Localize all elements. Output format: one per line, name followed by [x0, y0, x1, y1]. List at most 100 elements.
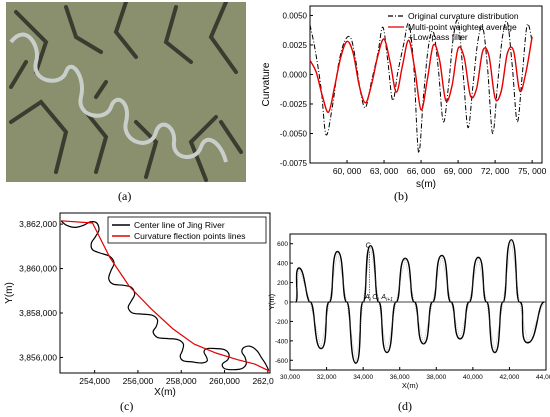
y-tick-label: 0.0050: [283, 11, 308, 20]
y-tick-label: 0: [284, 300, 288, 307]
ridge-line: [188, 115, 218, 182]
x-axis-label: X(m): [154, 387, 176, 397]
x-tick-label: 75, 000: [518, 166, 547, 176]
x-tick-label: 30,000: [280, 374, 300, 381]
construction-line: [295, 267, 300, 303]
annotation-label: Ai+1: [380, 294, 393, 303]
satellite-image-panel: [6, 0, 246, 182]
construction-line: [502, 239, 512, 303]
y-tick-label: 3,858,000: [19, 308, 57, 318]
construction-line: [337, 251, 347, 303]
y-tick-label: -200: [275, 319, 288, 326]
ridge-line: [84, 110, 109, 174]
construction-line: [486, 301, 495, 353]
y-tick-label: -0.0050: [280, 129, 308, 138]
plot-frame: [59, 212, 271, 374]
x-axis-label: X(m): [402, 381, 419, 390]
construction-line: [511, 239, 520, 303]
annotation-label: Oi: [372, 294, 379, 303]
x-tick-label: 38,000: [426, 374, 446, 381]
legend-box: [107, 216, 267, 244]
y-tick-label: 3,856,000: [19, 352, 57, 362]
x-tick-label: 254,000: [79, 376, 110, 386]
y-tick-label: 200: [277, 280, 288, 287]
y-tick-label: -600: [275, 358, 288, 365]
construction-line: [469, 257, 479, 303]
chart-jing-river-centerline: 3,856,000 3,858,000 3,860,000 3,862,000 254,…: [4, 212, 274, 397]
legend: Original curvature distributionMulti-poi…: [388, 11, 519, 42]
series-filtered-curvature-line: [309, 36, 533, 113]
ridge-line: [219, 120, 243, 154]
y-tick-label: 3,860,000: [19, 264, 57, 274]
y-tick-label: 400: [277, 261, 288, 268]
y-tick-label: 3,862,000: [19, 219, 57, 229]
legend-label-flection: Curvature flection points lines: [134, 231, 246, 241]
meander-loop: [518, 301, 545, 344]
legend-label-filtered: Multi-point weighted average: [408, 22, 517, 32]
caption-a: (a): [118, 189, 132, 203]
x-tick-label: 66, 000: [407, 166, 436, 176]
ridge-line: [9, 99, 69, 174]
x-tick-label: 256,000: [123, 376, 154, 386]
construction-line: [355, 301, 364, 364]
meander-loop: [309, 301, 330, 350]
meander-loop: [431, 254, 452, 303]
x-tick-label: 34,000: [353, 374, 373, 381]
satellite-ground: [6, 2, 246, 182]
caption-b: (b): [394, 189, 408, 203]
chart-curvature-distribution: 0.0050 0.0025 0.0000 -0.0025 -0.0050 -0.0075 6…: [261, 5, 547, 190]
legend-label-original: Original curvature distribution: [408, 11, 519, 21]
annotation-subscript: i: [370, 297, 372, 303]
y-tick-label: -0.0025: [280, 100, 308, 109]
y-tick-label: 600: [277, 241, 288, 248]
legend-label-river: Center line of Jing River: [134, 220, 225, 230]
x-tick-label: 36,000: [390, 374, 410, 381]
x-tick-label: 44,000: [536, 374, 550, 381]
y-tick-label: -0.0075: [280, 159, 308, 168]
meander-loop: [294, 267, 311, 303]
x-tick-label: 72, 000: [481, 166, 510, 176]
construction-line: [423, 301, 433, 344]
construction-line: [370, 245, 379, 303]
construction-line: [414, 301, 424, 344]
x-tick-label: 262,000: [252, 376, 274, 386]
ridge-line: [9, 60, 28, 89]
chart-meander-geometry: 600 400 200 0 -200 -400 -600 30,000 32,000 34,000…: [268, 233, 550, 390]
annotation-label: C: [366, 243, 372, 250]
series-original-curvature-line: [309, 19, 533, 153]
annotation-label: Ai: [364, 294, 372, 303]
meander-loop: [450, 301, 470, 340]
meander-loop: [328, 250, 348, 303]
satellite-river: [9, 32, 228, 163]
y-axis-label: Y(m): [268, 293, 276, 310]
y-tick-label: 0.0025: [283, 41, 308, 50]
series-flection-lines: [61, 220, 270, 372]
x-tick-label: 63, 000: [370, 166, 399, 176]
annotation-subscript: i: [378, 297, 380, 303]
meander-loop: [378, 301, 397, 354]
ridge-line: [163, 5, 193, 64]
caption-d: (d): [398, 399, 412, 413]
construction-line: [519, 301, 528, 343]
ridge-line: [134, 120, 159, 179]
meander-loop: [413, 301, 434, 345]
meander-loop: [468, 256, 488, 303]
satellite-image: [6, 0, 246, 182]
series-meander-curve: [294, 239, 545, 364]
ridge-line: [208, 0, 238, 74]
ridge-line: [14, 10, 49, 74]
caption-c: (c): [120, 399, 134, 413]
meander-loop: [346, 301, 364, 364]
x-tick-label: 260,000: [209, 376, 240, 386]
construction-line: [329, 251, 338, 303]
plot-frame: [309, 5, 543, 164]
y-tick-label: -400: [275, 338, 288, 345]
x-tick-label: 32,000: [317, 374, 337, 381]
construction-line: [527, 301, 545, 343]
x-tick-label: 42,000: [499, 374, 519, 381]
construction-line: [346, 301, 357, 364]
x-tick-label: 258,000: [166, 376, 197, 386]
annotation-subscript: i+1: [386, 297, 393, 303]
construction-line: [441, 255, 452, 303]
y-axis-label: Y(m): [4, 282, 15, 304]
